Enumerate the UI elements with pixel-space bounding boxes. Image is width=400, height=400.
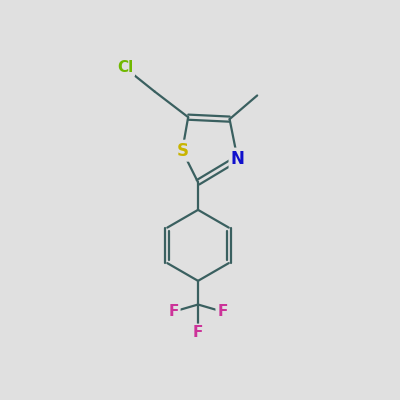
Text: F: F xyxy=(193,326,203,340)
Text: Cl: Cl xyxy=(117,60,133,75)
Text: N: N xyxy=(230,150,244,168)
Text: F: F xyxy=(168,304,179,319)
Text: F: F xyxy=(217,304,228,319)
Text: S: S xyxy=(176,142,188,160)
